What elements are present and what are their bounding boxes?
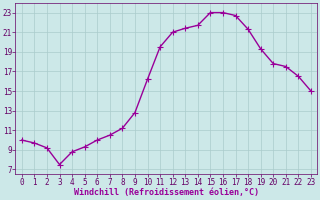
X-axis label: Windchill (Refroidissement éolien,°C): Windchill (Refroidissement éolien,°C) <box>74 188 259 197</box>
